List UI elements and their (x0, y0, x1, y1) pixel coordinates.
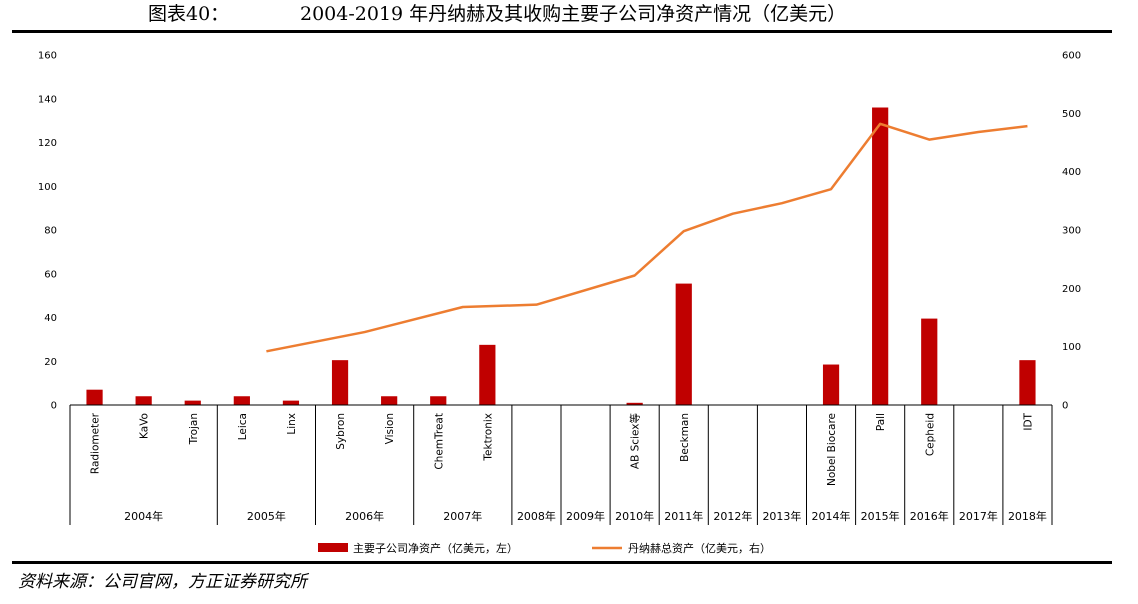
figure-title-bar: 图表40： 2004-2019 年丹纳赫及其收购主要子公司净资产情况（亿美元） (0, 0, 1138, 28)
year-label: 2008年 (517, 509, 556, 523)
bar (479, 344, 496, 405)
category-label: Nobel Biocare (826, 413, 838, 486)
left-axis-tick-label: 120 (38, 138, 57, 149)
total-assets-line (266, 122, 1028, 353)
year-label: 2013年 (762, 509, 801, 523)
category-label: Sybron (335, 413, 347, 450)
year-label: 2011年 (664, 509, 703, 523)
legend-bar-swatch (318, 543, 348, 552)
category-label: KaVo (139, 413, 151, 439)
bottom-rule (12, 561, 1112, 564)
left-axis-tick-label: 100 (38, 182, 57, 193)
right-axis-tick-label: 600 (1062, 51, 1081, 62)
year-label: 2016年 (910, 509, 949, 523)
bar (233, 396, 250, 405)
bar (822, 364, 840, 405)
right-axis-tick-label: 100 (1062, 342, 1081, 353)
bar (921, 318, 938, 405)
right-axis-tick-label: 200 (1062, 284, 1081, 295)
year-label: 2014年 (812, 509, 851, 523)
left-axis-tick-label: 60 (44, 269, 57, 280)
top-rule (12, 30, 1112, 33)
category-label: IDT (1022, 412, 1034, 430)
left-axis-tick-label: 80 (44, 226, 57, 237)
right-axis-tick-label: 0 (1062, 401, 1068, 412)
category-label: Pall (875, 413, 887, 431)
bar (184, 400, 201, 405)
category-label: Trojan (188, 413, 200, 445)
bar (282, 400, 300, 405)
year-label: 2010年 (615, 509, 654, 523)
bar (86, 389, 103, 405)
category-label: Cepheid (924, 413, 936, 456)
source-note: 资料来源：公司官网，方正证券研究所 (18, 572, 307, 592)
left-axis-tick-label: 140 (38, 94, 57, 105)
legend-line-label: 丹纳赫总资产（亿美元，右） (628, 541, 771, 555)
category-label: Leica (237, 413, 249, 440)
year-label: 2006年 (345, 509, 384, 523)
bar (135, 396, 152, 405)
legend-bar-label: 主要子公司净资产（亿美元，左） (353, 541, 518, 555)
bar (331, 360, 349, 405)
category-label: Linx (286, 413, 298, 435)
year-label: 2018年 (1008, 509, 1047, 523)
left-axis-tick-label: 0 (51, 401, 57, 412)
year-label: 2007年 (443, 509, 482, 523)
right-axis-tick-label: 300 (1062, 226, 1081, 237)
category-label: Vision (384, 413, 396, 444)
figure-title: 2004-2019 年丹纳赫及其收购主要子公司净资产情况（亿美元） (300, 3, 847, 25)
year-label: 2012年 (713, 509, 752, 523)
category-label: ChemTreat (433, 413, 445, 470)
category-label: Beckman (679, 413, 691, 462)
year-label: 2017年 (959, 509, 998, 523)
bar (430, 396, 447, 405)
bar (872, 107, 889, 405)
left-axis-tick-label: 40 (44, 313, 57, 324)
chart-canvas: 0 20 40 60 80 100 120 140 160 0 100 200 300 400 500 600… (38, 51, 1081, 556)
bar (1019, 360, 1036, 405)
year-label: 2005年 (247, 509, 286, 523)
category-label: AB Sciex等 (629, 413, 642, 470)
year-label: 2015年 (861, 509, 900, 523)
figure-label: 图表40： (148, 3, 230, 25)
left-axis-tick-label: 20 (44, 357, 57, 368)
year-label: 2009年 (566, 509, 605, 523)
left-axis-tick-label: 160 (38, 51, 57, 62)
bar (626, 402, 643, 405)
year-label: 2004年 (124, 509, 163, 523)
category-label: Radiometer (90, 412, 102, 474)
right-axis-tick-label: 400 (1062, 167, 1081, 178)
bar (675, 283, 692, 405)
category-label: Tektronix (482, 413, 494, 462)
right-axis-tick-label: 500 (1062, 109, 1081, 120)
bar (381, 396, 398, 405)
